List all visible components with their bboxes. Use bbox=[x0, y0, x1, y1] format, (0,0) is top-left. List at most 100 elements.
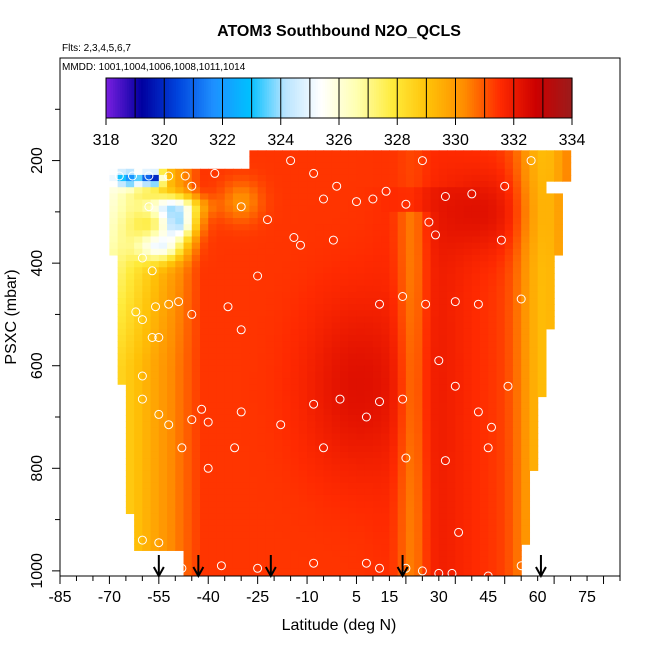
heatmap-cell bbox=[340, 341, 349, 348]
heatmap-cell bbox=[381, 544, 391, 551]
heatmap-cell bbox=[504, 470, 514, 478]
heatmap-cell bbox=[175, 371, 185, 379]
heatmap-cell bbox=[290, 353, 300, 361]
heatmap-cell bbox=[241, 187, 251, 194]
heatmap-cell bbox=[496, 254, 506, 262]
heatmap-cell bbox=[364, 211, 374, 219]
heatmap-cell bbox=[554, 174, 563, 182]
heatmap-cell bbox=[414, 433, 423, 441]
heatmap-cell bbox=[216, 261, 226, 268]
heatmap-cell bbox=[200, 494, 209, 502]
heatmap-cell bbox=[463, 519, 473, 527]
heatmap-cell bbox=[455, 248, 465, 256]
heatmap-cell bbox=[134, 310, 143, 318]
heatmap-cell bbox=[422, 574, 432, 576]
heatmap-cell bbox=[241, 353, 251, 361]
heatmap-cell bbox=[109, 242, 119, 250]
heatmap-cell bbox=[471, 242, 481, 250]
heatmap-cell bbox=[381, 359, 391, 367]
heatmap-cell bbox=[372, 334, 382, 342]
heatmap-cell bbox=[471, 556, 481, 564]
heatmap-cell bbox=[471, 384, 481, 391]
heatmap-cell bbox=[471, 291, 481, 299]
heatmap-cell bbox=[142, 451, 152, 459]
heatmap-cell bbox=[290, 476, 300, 484]
heatmap-cell bbox=[340, 174, 349, 182]
heatmap-cell bbox=[422, 470, 432, 478]
heatmap-cell bbox=[389, 550, 399, 558]
heatmap-cell bbox=[331, 310, 341, 318]
heatmap-cell bbox=[504, 304, 514, 311]
heatmap-cell bbox=[397, 236, 407, 244]
colorbar-segment bbox=[464, 78, 468, 118]
heatmap-cell bbox=[463, 531, 473, 539]
heatmap-cell bbox=[340, 562, 349, 570]
heatmap-cell bbox=[488, 488, 498, 496]
heatmap-cell bbox=[463, 353, 473, 361]
heatmap-cell bbox=[447, 322, 456, 330]
heatmap-cell bbox=[389, 476, 399, 484]
heatmap-cell bbox=[298, 193, 308, 201]
heatmap-cell bbox=[331, 273, 341, 281]
heatmap-cell bbox=[200, 205, 209, 213]
heatmap-cell bbox=[298, 470, 308, 478]
heatmap-cell bbox=[430, 187, 440, 194]
observation-point bbox=[361, 412, 371, 422]
heatmap-cell bbox=[496, 396, 506, 404]
heatmap-cell bbox=[405, 384, 415, 391]
heatmap-cell bbox=[438, 242, 448, 250]
heatmap-cell bbox=[257, 199, 267, 207]
heatmap-cell bbox=[323, 458, 333, 465]
heatmap-cell bbox=[422, 513, 432, 521]
heatmap-cell bbox=[397, 384, 407, 391]
heatmap-cell bbox=[274, 211, 283, 219]
heatmap-cell bbox=[405, 556, 415, 564]
heatmap-cell bbox=[447, 390, 456, 398]
heatmap-cell bbox=[298, 211, 308, 219]
heatmap-cell bbox=[372, 310, 382, 318]
heatmap-cell bbox=[389, 316, 399, 324]
heatmap-cell bbox=[364, 205, 374, 213]
colorbar-segment bbox=[145, 78, 149, 118]
heatmap-cell bbox=[405, 328, 415, 336]
heatmap-cell bbox=[167, 390, 176, 398]
observation-point bbox=[131, 307, 141, 317]
heatmap-cell bbox=[265, 236, 275, 244]
heatmap-cell bbox=[455, 267, 465, 274]
heatmap-cell bbox=[397, 538, 407, 545]
heatmap-cell bbox=[109, 211, 119, 219]
heatmap-cell bbox=[496, 556, 506, 564]
heatmap-cell bbox=[356, 402, 366, 410]
heatmap-cell bbox=[257, 254, 267, 262]
heatmap-cell bbox=[512, 322, 522, 330]
heatmap-cell bbox=[397, 519, 407, 527]
heatmap-cell bbox=[364, 218, 374, 225]
heatmap-cell bbox=[389, 261, 399, 268]
heatmap-cell bbox=[142, 267, 152, 274]
heatmap-cell bbox=[480, 538, 489, 545]
heatmap-cell bbox=[405, 513, 415, 521]
heatmap-cell bbox=[167, 316, 176, 324]
heatmap-cell bbox=[257, 384, 267, 391]
dates-label: MMDD: 1001,1004,1006,1008,1011,1014 bbox=[62, 62, 246, 73]
heatmap-cell bbox=[348, 341, 358, 348]
heatmap-cell bbox=[471, 464, 481, 471]
heatmap-cell bbox=[158, 187, 168, 194]
heatmap-cell bbox=[216, 285, 226, 293]
heatmap-cell bbox=[150, 525, 160, 533]
heatmap-cell bbox=[175, 267, 185, 274]
heatmap-cell bbox=[241, 482, 251, 490]
heatmap-cell bbox=[249, 550, 259, 558]
colorbar-segment bbox=[415, 78, 419, 118]
heatmap-cell bbox=[397, 248, 407, 256]
heatmap-cell bbox=[191, 224, 201, 231]
colorbar-segment bbox=[429, 78, 433, 118]
heatmap-cell bbox=[397, 408, 407, 416]
heatmap-cell bbox=[208, 531, 218, 539]
heatmap-cell bbox=[488, 464, 498, 471]
heatmap-cell bbox=[463, 390, 473, 398]
heatmap-cell bbox=[208, 261, 218, 268]
observation-point bbox=[180, 171, 190, 181]
observation-point bbox=[309, 399, 319, 409]
heatmap-cell bbox=[348, 538, 358, 545]
